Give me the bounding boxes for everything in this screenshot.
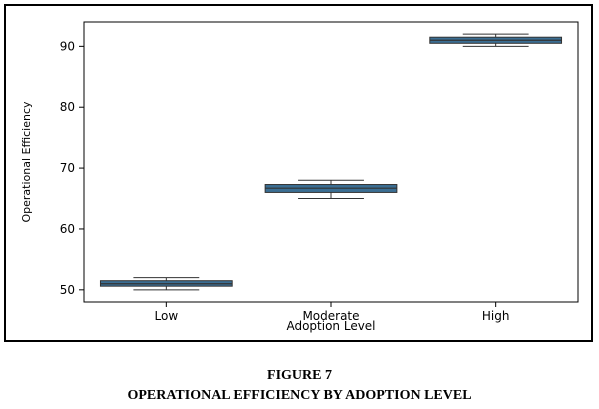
y-axis-label: Operational Efficiency (20, 101, 33, 223)
y-tick-label: 70 (60, 161, 75, 175)
boxes (99, 33, 563, 291)
box-plot-chart: 50 60 70 80 90 Low Moderate High Adoption Leve… (20, 21, 579, 333)
y-axis: 50 60 70 80 90 (60, 39, 84, 297)
box-moderate (264, 179, 398, 200)
y-tick-label: 80 (60, 100, 75, 114)
x-tick-label: Low (155, 309, 179, 323)
y-tick-label: 60 (60, 222, 75, 236)
y-tick-label: 50 (60, 283, 75, 297)
box-high (429, 33, 563, 47)
plot-area (83, 21, 579, 303)
x-tick-label: Moderate (302, 309, 359, 323)
figure-title: OPERATIONAL EFFICIENCY BY ADOPTION LEVEL (127, 388, 472, 403)
y-tick-label: 90 (60, 39, 75, 53)
x-axis-label: Adoption Level (286, 319, 375, 333)
box-low (99, 277, 233, 291)
x-tick-label: High (482, 309, 510, 323)
figure-number: FIGURE 7 (267, 368, 332, 383)
x-axis: Low Moderate High (155, 302, 510, 323)
